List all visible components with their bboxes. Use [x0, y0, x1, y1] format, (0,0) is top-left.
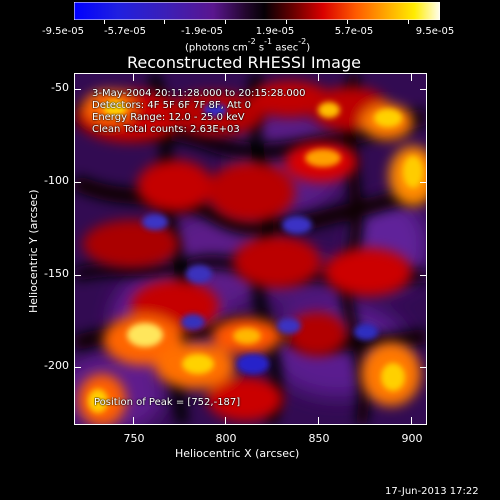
detectors-annotation: Detectors: 4F 5F 6F 7F 8F, Att 0 — [92, 100, 412, 112]
image-canvas: 3-May-2004 20:11:28.000 to 20:15:28.000 … — [75, 74, 426, 424]
ytick-left-2 — [74, 182, 81, 183]
units-line1: (photons cm — [185, 42, 248, 53]
xtick-top-2 — [225, 73, 226, 81]
ytick-label-1: -50 — [39, 82, 69, 94]
ytick-label-3: -150 — [35, 268, 69, 280]
units-exp2: -1 — [264, 37, 272, 46]
colorbar-tick-1 — [104, 20, 105, 24]
ytick-left-1 — [74, 89, 81, 90]
xtick-bottom-2 — [225, 417, 226, 425]
ytick-right-1 — [420, 89, 427, 90]
colorbar-label-6: 9.5e-05 — [410, 26, 460, 37]
xtick-top-4 — [411, 73, 412, 81]
x-axis-label: Heliocentric X (arcsec) — [175, 448, 299, 460]
colorbar-label-3: -1.9e-05 — [177, 26, 227, 37]
colorbar-tick-2 — [164, 20, 165, 24]
time-range-annotation: 3-May-2004 20:11:28.000 to 20:15:28.000 — [92, 88, 412, 100]
colorbar-tick-5 — [347, 20, 348, 24]
peak-annotation: Position of Peak = [752,-187] — [94, 397, 314, 409]
energy-annotation: Energy Range: 12.0 - 25.0 keV — [92, 112, 412, 124]
clean-annotation: Clean Total counts: 2.63E+03 — [92, 124, 412, 136]
colorbar-gradient — [74, 2, 440, 20]
plot-title: Reconstructed RHESSI Image — [127, 54, 361, 72]
colorbar-label-1: -9.5e-05 — [38, 26, 88, 37]
colorbar-tick-4 — [286, 20, 287, 24]
xtick-top-1 — [133, 73, 134, 81]
xtick-bottom-4 — [411, 417, 412, 425]
ytick-left-3 — [74, 275, 81, 276]
plot-frame: 3-May-2004 20:11:28.000 to 20:15:28.000 … — [74, 73, 427, 425]
xtick-label-1: 750 — [119, 433, 149, 445]
colorbar-tick-6 — [408, 20, 409, 24]
ytick-right-4 — [420, 367, 427, 368]
colorbar-label-4: 1.9e-05 — [250, 26, 300, 37]
xtick-label-4: 900 — [397, 433, 427, 445]
colorbar-label-2: -5.7e-05 — [100, 26, 150, 37]
y-axis-label: Heliocentric Y (arcsec) — [28, 193, 40, 313]
units-close: ) — [306, 42, 310, 53]
ytick-right-3 — [420, 275, 427, 276]
xtick-bottom-3 — [318, 417, 319, 425]
xtick-label-2: 800 — [211, 433, 241, 445]
colorbar-tick-3 — [225, 20, 226, 24]
colorbar-units: (photons cm-2 s-1 asec-2) — [185, 38, 310, 53]
ytick-right-2 — [420, 182, 427, 183]
ytick-left-4 — [74, 367, 81, 368]
units-line3: asec — [275, 42, 298, 53]
ytick-label-2: -100 — [35, 175, 69, 187]
colorbar-svg — [74, 2, 440, 20]
colorbar-label-5: 5.7e-05 — [329, 26, 379, 37]
ytick-label-4: -200 — [35, 360, 69, 372]
units-exp3: -2 — [298, 37, 306, 46]
colorbar-group — [74, 2, 440, 20]
generation-date: 17-Jun-2013 17:22 — [385, 486, 479, 497]
xtick-label-3: 850 — [304, 433, 334, 445]
units-exp1: -2 — [248, 37, 256, 46]
xtick-top-3 — [318, 73, 319, 81]
xtick-bottom-1 — [133, 417, 134, 425]
